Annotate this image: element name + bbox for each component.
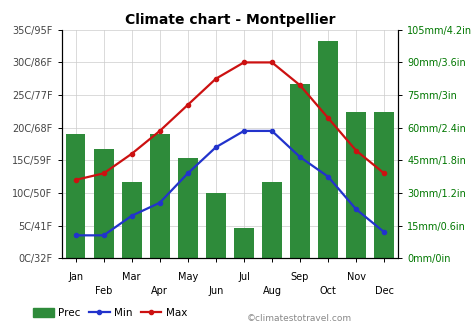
Title: Climate chart - Montpellier: Climate chart - Montpellier — [125, 13, 335, 27]
Bar — [318, 41, 338, 258]
Text: Sep: Sep — [291, 272, 309, 282]
Bar — [178, 158, 198, 258]
Bar — [262, 182, 282, 258]
Text: Feb: Feb — [95, 286, 112, 296]
Text: Oct: Oct — [319, 286, 337, 296]
Bar — [234, 228, 254, 258]
Text: ©climatestotravel.com: ©climatestotravel.com — [246, 314, 352, 323]
Text: Jul: Jul — [238, 272, 250, 282]
Text: Aug: Aug — [263, 286, 282, 296]
Text: Dec: Dec — [374, 286, 393, 296]
Bar — [150, 134, 170, 258]
Legend: Prec, Min, Max: Prec, Min, Max — [29, 304, 191, 322]
Bar — [66, 134, 85, 258]
Text: Jan: Jan — [68, 272, 83, 282]
Text: Nov: Nov — [346, 272, 365, 282]
Bar — [290, 84, 310, 258]
Bar — [94, 149, 113, 258]
Bar — [346, 113, 366, 258]
Text: Jun: Jun — [208, 286, 224, 296]
Bar — [122, 182, 142, 258]
Text: May: May — [178, 272, 198, 282]
Bar — [206, 193, 226, 258]
Bar — [374, 113, 394, 258]
Text: Apr: Apr — [151, 286, 168, 296]
Text: Mar: Mar — [122, 272, 141, 282]
